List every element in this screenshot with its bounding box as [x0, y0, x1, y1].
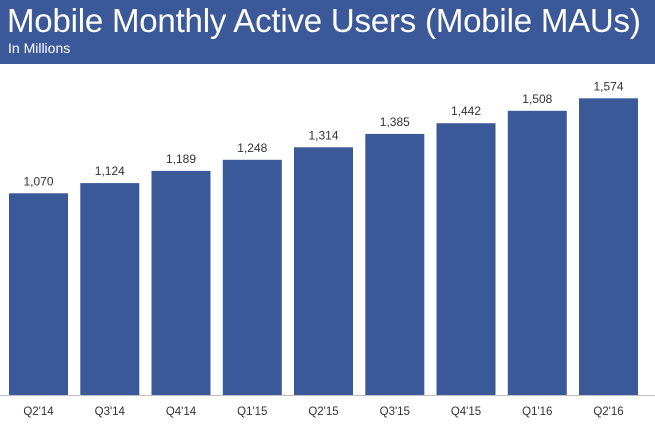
bar-value-label: 1,248 [237, 141, 267, 155]
bar-q215 [294, 147, 353, 395]
bar-q115 [222, 159, 282, 395]
bar-chart: 1,070 1,124 1,189 1,248 1,314 1,385 1,442 1,508… [0, 64, 655, 425]
bar-q116 [507, 110, 567, 396]
bar-value-label: 1,508 [522, 92, 552, 106]
x-tick-label: Q3'15 [380, 406, 410, 418]
chart-header: Mobile Monthly Active Users (Mobile MAUs… [0, 0, 655, 64]
x-tick-label: Q4'14 [166, 406, 197, 418]
bar-value-label: 1,442 [451, 104, 481, 118]
bar-value-label: 1,189 [166, 152, 196, 166]
bar-value-label: 1,574 [593, 79, 623, 93]
x-tick-label: Q1'16 [522, 406, 552, 418]
x-tick-label: Q3'14 [95, 406, 126, 418]
bar-q414 [151, 170, 211, 395]
x-tick-label: Q2'16 [593, 406, 623, 418]
bar-value-label: 1,314 [308, 128, 338, 142]
ticks-layer: Q2'14 Q3'14 Q4'14 Q1'15 Q2'15 Q3'15 Q4'15 Q1'16… [23, 406, 623, 418]
x-tick-label: Q2'15 [308, 406, 338, 418]
bar-q314 [80, 183, 140, 395]
bar-value-label: 1,124 [95, 164, 125, 178]
x-tick-label: Q4'15 [451, 406, 481, 418]
chart-title: Mobile Monthly Active Users (Mobile MAUs… [7, 2, 641, 39]
x-tick-label: Q1'15 [237, 406, 267, 418]
chart-subtitle: In Millions [8, 40, 71, 56]
bar-q315 [365, 133, 425, 395]
bar-value-label: 1,385 [380, 115, 410, 129]
bar-chart-svg: 1,070 1,124 1,189 1,248 1,314 1,385 1,442 1,508… [0, 79, 655, 418]
x-tick-label: Q2'14 [23, 406, 54, 418]
bar-value-label: 1,070 [23, 174, 53, 188]
bar-q415 [436, 123, 496, 395]
bar-q214 [9, 193, 68, 395]
bar-q216 [579, 98, 638, 396]
bars-layer: 1,070 1,124 1,189 1,248 1,314 1,385 1,442 1,508… [9, 79, 638, 396]
